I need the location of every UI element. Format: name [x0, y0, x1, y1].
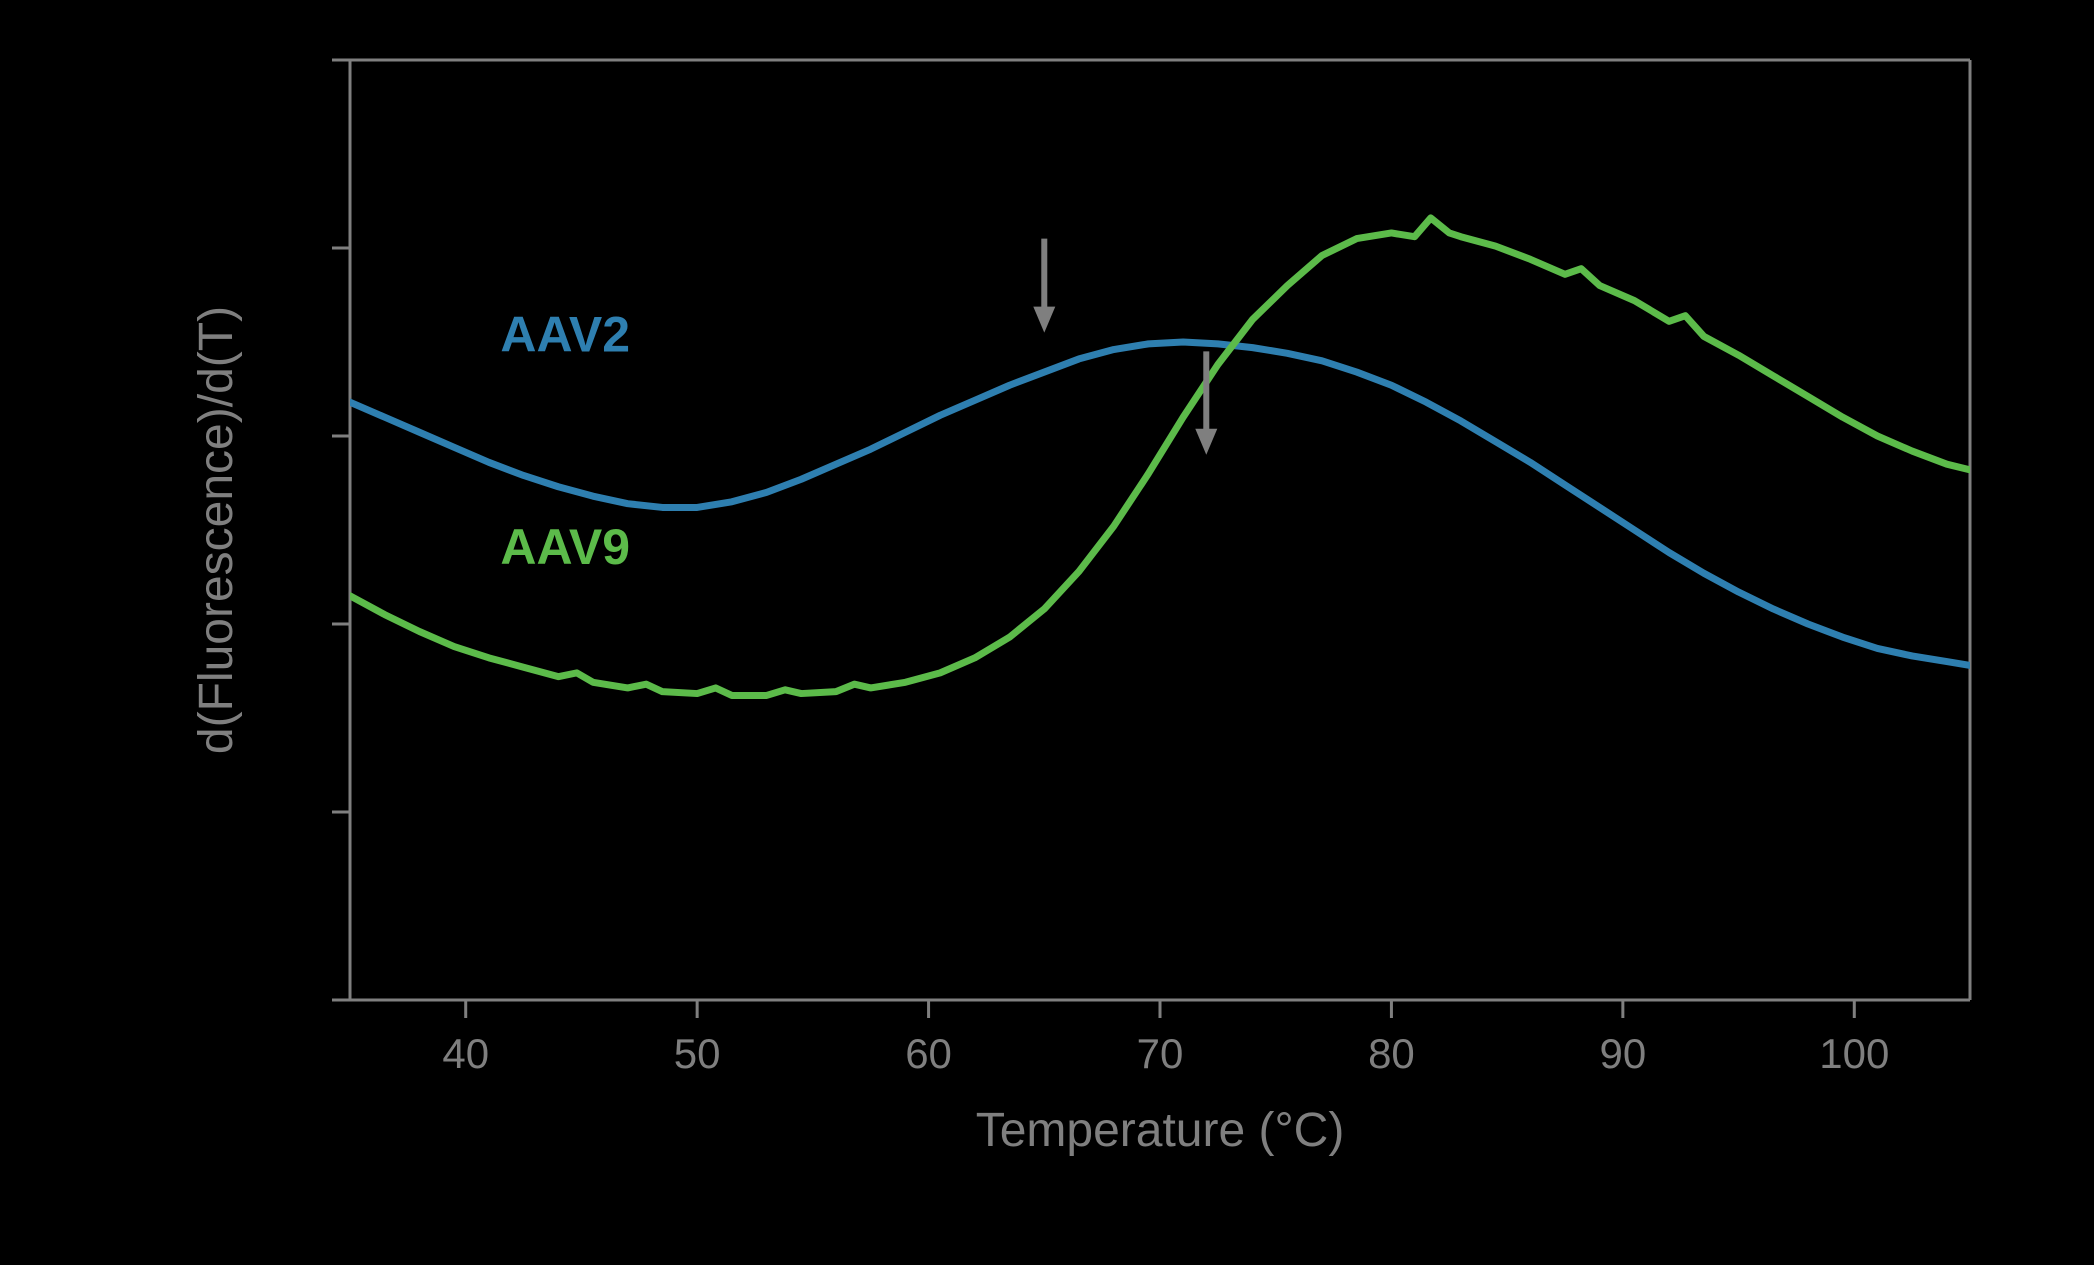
line-chart: 40 50 60 70 80 90 100 Temperature (°C) d(Fluores…: [0, 0, 2094, 1265]
x-tick-label: 60: [905, 1030, 952, 1077]
chart-container: 40 50 60 70 80 90 100 Temperature (°C) d(Fluores…: [0, 0, 2094, 1265]
x-tick-label: 90: [1599, 1030, 1646, 1077]
series-label-aav2: AAV2: [500, 306, 630, 362]
x-tick-label: 50: [674, 1030, 721, 1077]
x-tick-label: 80: [1368, 1030, 1415, 1077]
x-tick-label: 70: [1137, 1030, 1184, 1077]
x-tick-label: 40: [442, 1030, 489, 1077]
y-axis-label: d(Fluorescence)/d(T): [190, 306, 243, 754]
x-axis-label: Temperature (°C): [976, 1104, 1345, 1157]
x-tick-label: 100: [1819, 1030, 1889, 1077]
series-label-aav9: AAV9: [500, 519, 630, 575]
